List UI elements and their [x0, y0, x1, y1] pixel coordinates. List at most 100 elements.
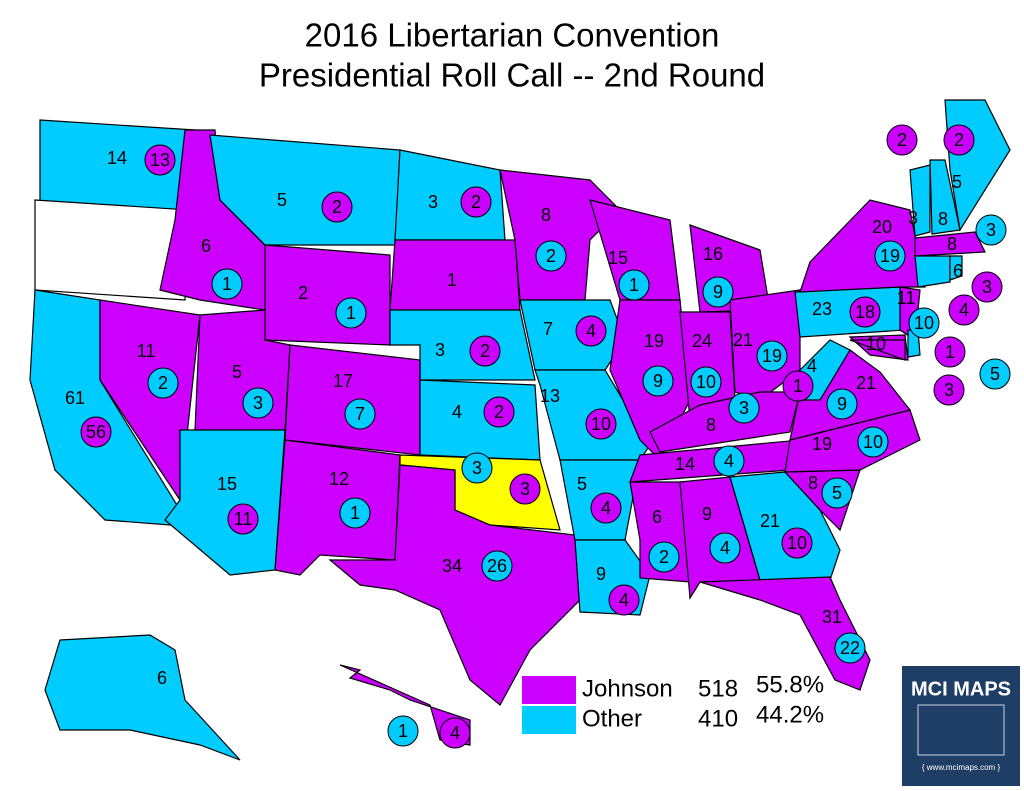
- state: [419, 379, 541, 461]
- vote-circle-label: 10: [591, 414, 611, 434]
- vote-label: 19: [644, 331, 664, 351]
- vote-circle-label: 4: [586, 321, 596, 341]
- vote-circle-label: 11: [234, 509, 253, 529]
- vote-circle-label: 56: [86, 422, 106, 442]
- vote-label: 11: [897, 288, 916, 308]
- vote-circle-label: 10: [787, 533, 807, 553]
- vote-circle: [590, 492, 622, 524]
- state: [699, 576, 871, 691]
- vote-label: 9: [596, 564, 606, 584]
- vote-circle: [335, 297, 367, 329]
- vote-label: 21: [760, 511, 780, 531]
- state: [274, 439, 401, 576]
- state: [44, 634, 241, 761]
- vote-label: 3: [428, 192, 438, 212]
- state: [499, 169, 621, 301]
- vote-circle: [834, 632, 866, 664]
- vote-label: 4: [807, 356, 817, 376]
- vote-label: 8: [938, 209, 948, 229]
- vote-circle-label: 7: [355, 404, 365, 424]
- vote-label: 14: [107, 148, 127, 168]
- vote-circle: [728, 392, 760, 424]
- vote-circle: [481, 550, 513, 582]
- vote-label: 8: [706, 415, 716, 435]
- logo-map: [917, 704, 1005, 756]
- vote-circle-label: 4: [450, 723, 460, 743]
- vote-label: 6: [953, 261, 963, 281]
- title-line: Presidential Roll Call -- 2nd Round: [259, 57, 765, 94]
- state: [209, 134, 401, 246]
- state: [284, 344, 421, 456]
- vote-label: 10: [866, 334, 886, 354]
- state: [328, 464, 581, 706]
- legend-swatch: [522, 676, 576, 704]
- vote-circle: [886, 124, 918, 156]
- vote-label: 6: [652, 507, 662, 527]
- vote-label: 3: [435, 340, 445, 360]
- state: [914, 231, 986, 257]
- vote-circle-label: 3: [982, 277, 992, 297]
- vote-circle: [979, 358, 1011, 390]
- legend: Johnson 518 55.8% Other 410 44.2%: [522, 671, 824, 734]
- vote-circle: [943, 124, 975, 156]
- vote-label: 9: [702, 504, 712, 524]
- vote-circle-label: 4: [619, 590, 629, 610]
- vote-circle: [80, 416, 112, 448]
- vote-circle: [469, 335, 501, 367]
- state: [339, 664, 471, 746]
- state: [264, 244, 391, 346]
- legend-votes: 410: [698, 705, 738, 732]
- vote-label: 5: [577, 474, 587, 494]
- vote-circle: [211, 268, 243, 300]
- vote-circle: [857, 426, 889, 458]
- state: [914, 255, 951, 288]
- vote-circle: [144, 144, 176, 176]
- vote-circle: [439, 717, 471, 749]
- vote-label: 5: [952, 172, 962, 192]
- vote-circle: [461, 452, 493, 484]
- vote-circle-label: 1: [346, 303, 356, 323]
- vote-circle: [908, 307, 940, 339]
- vote-label: 20: [872, 217, 892, 237]
- vote-label: 13: [540, 386, 560, 406]
- vote-circle-label: 3: [520, 479, 530, 499]
- vote-circle: [321, 191, 353, 223]
- vote-circle: [147, 367, 179, 399]
- vote-circle: [535, 240, 567, 272]
- logo-box: [902, 666, 1020, 786]
- vote-label: 5: [232, 362, 242, 382]
- vote-circle: [934, 336, 966, 368]
- vote-circle-label: 13: [150, 150, 170, 170]
- vote-circle: [713, 445, 745, 477]
- vote-circle-label: 2: [158, 373, 168, 393]
- vote-circle: [933, 374, 965, 406]
- state: [164, 429, 286, 576]
- legend-percent: 55.8%: [756, 671, 824, 698]
- vote-circle: [821, 477, 853, 509]
- vote-label: 6: [157, 668, 167, 688]
- legend-name: Johnson: [582, 675, 673, 702]
- vote-circle-label: 2: [471, 192, 481, 212]
- vote-circle-label: 22: [840, 638, 860, 658]
- legend-swatch: [522, 706, 576, 734]
- vote-circle: [483, 396, 515, 428]
- vote-label: 34: [442, 556, 462, 576]
- vote-circle-label: 10: [914, 313, 934, 333]
- vote-label: 8: [541, 205, 551, 225]
- state: [849, 339, 906, 361]
- vote-label: 4: [452, 402, 462, 422]
- logo: MCI MAPS { www.mcimaps.com }: [902, 666, 1020, 786]
- vote-circle-label: 18: [855, 302, 875, 322]
- vote-label: 7: [543, 319, 553, 339]
- vote-label: 61: [65, 388, 85, 408]
- vote-label: 15: [608, 248, 628, 268]
- vote-label: 31: [822, 607, 842, 627]
- vote-circle-label: 2: [480, 341, 490, 361]
- vote-circle: [849, 296, 881, 328]
- vote-circle: [782, 370, 814, 402]
- vote-label: 8: [808, 473, 818, 493]
- vote-circle-label: 4: [959, 300, 969, 320]
- vote-label: 8: [947, 234, 957, 254]
